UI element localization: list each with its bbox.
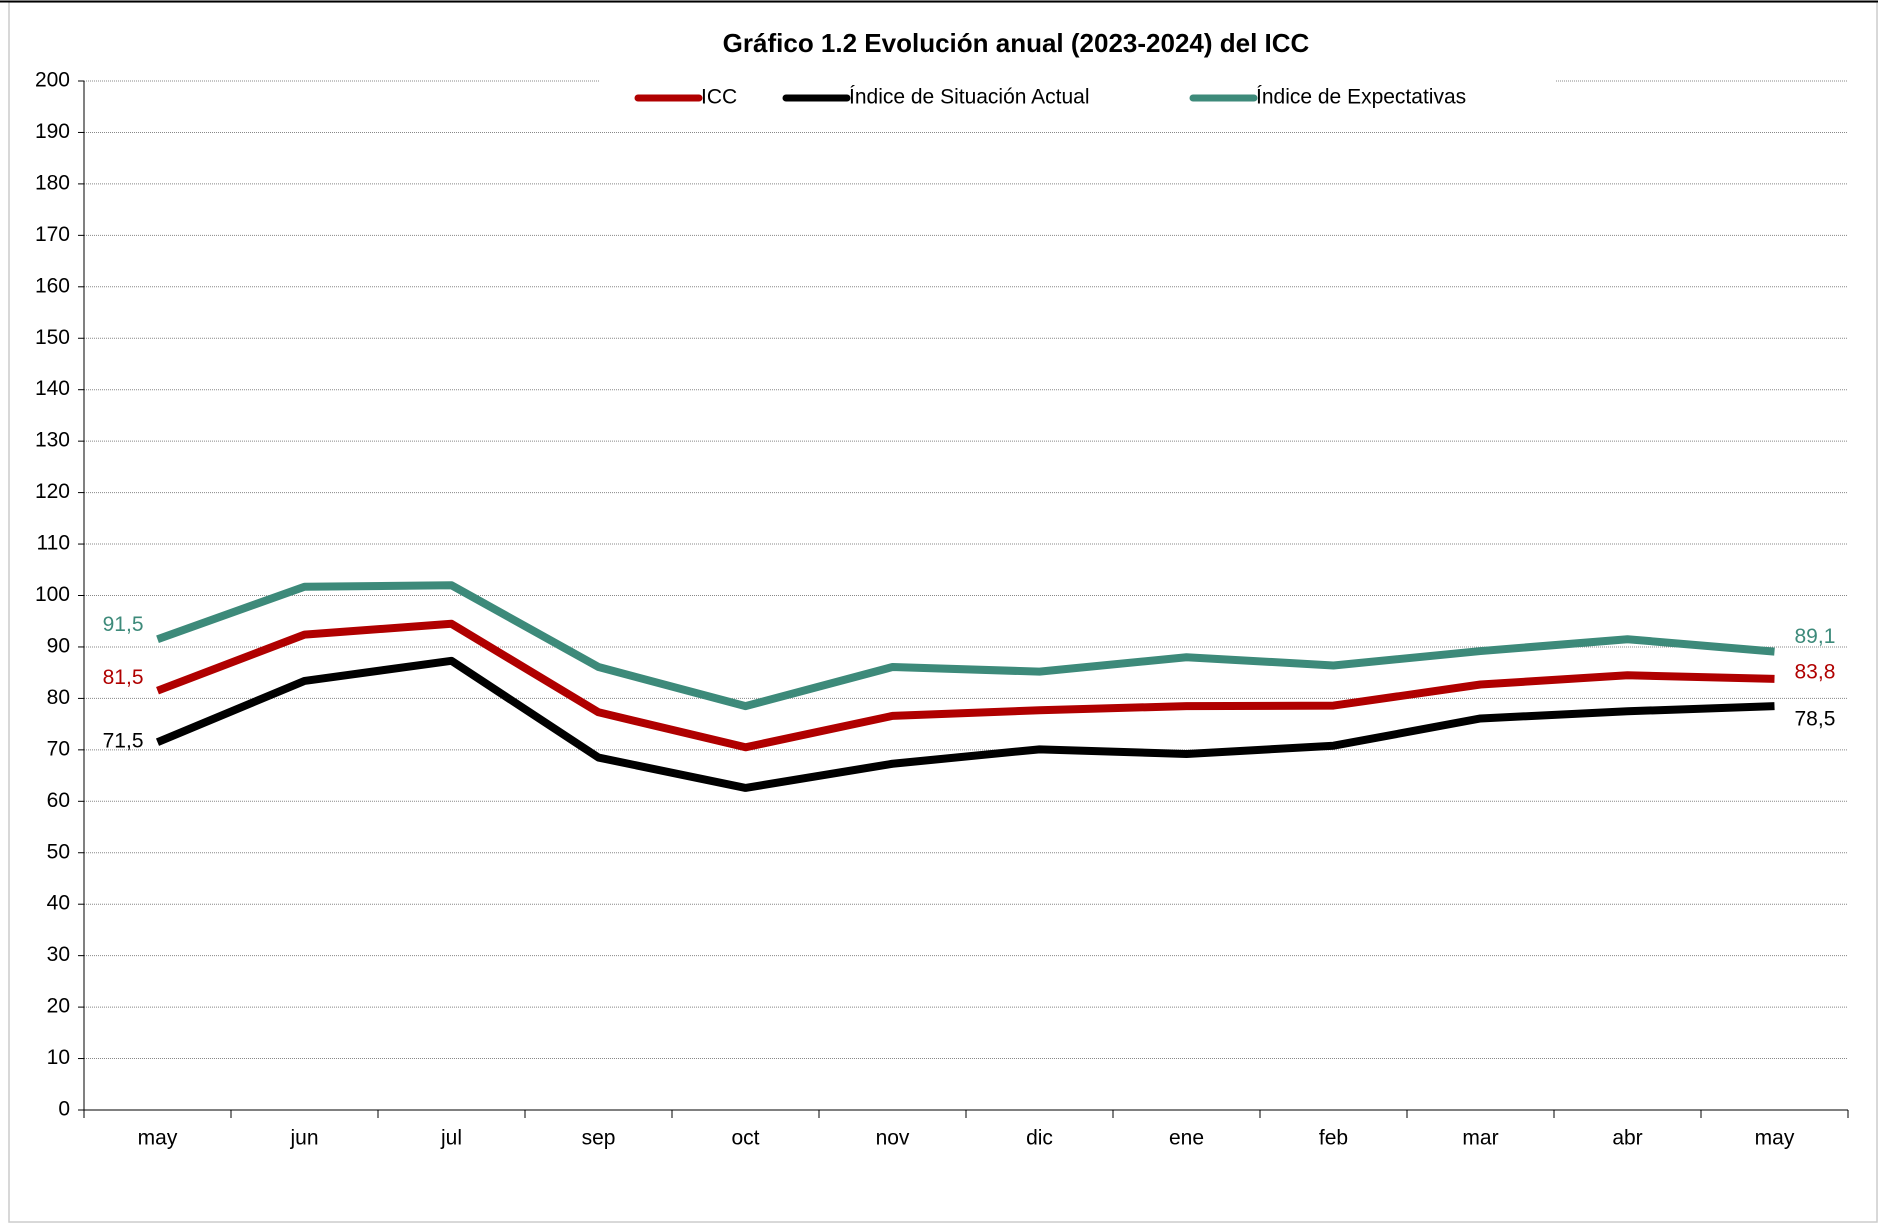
x-tick-label: may bbox=[138, 1127, 178, 1150]
legend-label: ICC bbox=[701, 86, 737, 109]
y-tick-label: 90 bbox=[47, 634, 70, 657]
legend-label: Índice de Expectativas bbox=[1256, 86, 1466, 109]
y-tick-label: 0 bbox=[58, 1098, 70, 1121]
data-label: 91,5 bbox=[103, 613, 144, 636]
y-tick-label: 120 bbox=[35, 480, 70, 503]
chart-title: Gráfico 1.2 Evolución anual (2023-2024) … bbox=[723, 28, 1310, 58]
x-tick-label: oct bbox=[731, 1127, 759, 1150]
y-tick-label: 200 bbox=[35, 69, 70, 92]
x-tick-label: abr bbox=[1612, 1127, 1642, 1150]
y-tick-label: 140 bbox=[35, 377, 70, 400]
line-series bbox=[155, 656, 1775, 792]
x-tick-label: ene bbox=[1169, 1127, 1204, 1150]
y-tick-label: 40 bbox=[47, 892, 70, 915]
y-tick-label: 110 bbox=[37, 532, 70, 555]
y-tick-label: 130 bbox=[35, 429, 70, 452]
line-series bbox=[156, 581, 1775, 711]
data-label: 81,5 bbox=[103, 666, 144, 689]
grid bbox=[84, 80, 1848, 1060]
legend-background bbox=[600, 78, 1555, 116]
x-tick-label: dic bbox=[1026, 1127, 1053, 1150]
y-tick-label: 170 bbox=[35, 223, 70, 246]
y-tick-label: 180 bbox=[35, 171, 70, 194]
y-tick-label: 10 bbox=[47, 1046, 70, 1069]
y-tick-label: 60 bbox=[47, 789, 70, 812]
y-tick-label: 80 bbox=[47, 686, 70, 709]
line-series bbox=[156, 619, 1775, 752]
x-tick-label: jun bbox=[289, 1127, 318, 1150]
data-label: 71,5 bbox=[103, 730, 144, 753]
y-tick-label: 100 bbox=[35, 583, 70, 606]
data-label: 83,8 bbox=[1795, 660, 1836, 683]
y-tick-label: 50 bbox=[47, 840, 70, 863]
x-tick-label: jul bbox=[440, 1127, 462, 1150]
data-label: 78,5 bbox=[1795, 708, 1836, 731]
data-label: 89,1 bbox=[1795, 625, 1836, 648]
y-tick-label: 150 bbox=[35, 326, 70, 349]
y-tick-label: 160 bbox=[35, 274, 70, 297]
y-tick-label: 190 bbox=[35, 120, 70, 143]
x-tick-label: may bbox=[1755, 1127, 1795, 1150]
y-tick-label: 70 bbox=[47, 737, 70, 760]
x-tick-label: feb bbox=[1319, 1127, 1348, 1150]
legend-label: Índice de Situación Actual bbox=[849, 86, 1090, 109]
x-tick-label: mar bbox=[1462, 1127, 1498, 1150]
x-tick-label: sep bbox=[582, 1127, 616, 1150]
chart-frame bbox=[8, 1, 1878, 1223]
y-tick-label: 20 bbox=[47, 995, 70, 1018]
x-tick-label: nov bbox=[876, 1127, 910, 1150]
y-tick-label: 30 bbox=[47, 943, 70, 966]
